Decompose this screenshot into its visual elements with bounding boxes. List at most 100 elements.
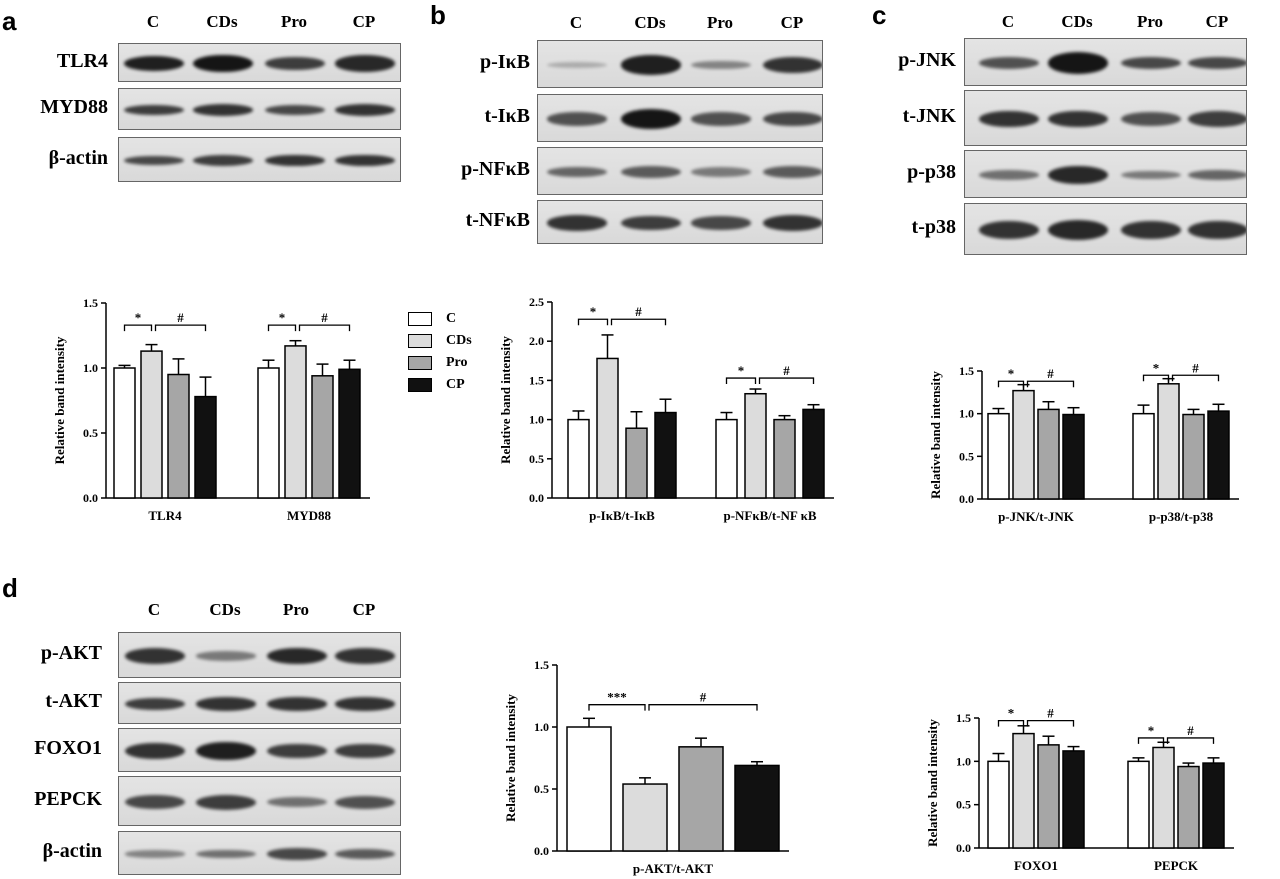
lane-header-c: C: [147, 600, 161, 619]
blot-band: [335, 697, 395, 711]
blot-band: [979, 170, 1039, 180]
blot-band: [1121, 170, 1181, 180]
blot-band: [691, 60, 751, 70]
significance-mark: *: [1148, 723, 1155, 738]
bar: [1037, 744, 1060, 849]
blot-band: [124, 104, 184, 116]
y-tick-label: 0.0: [534, 844, 549, 858]
blot-band: [621, 55, 681, 75]
blot-band: [125, 742, 185, 760]
blot-row-label: β-actin: [48, 146, 108, 169]
blot-row-label: t-JNK: [902, 105, 956, 127]
blot-band: [267, 848, 327, 860]
significance-bracket: [588, 704, 646, 711]
blot-band: [196, 741, 256, 761]
significance-mark: #: [700, 690, 707, 705]
blot-band: [125, 795, 185, 809]
blot-strip: [537, 200, 823, 244]
y-tick-label: 1.0: [529, 413, 544, 427]
category-label: p-AKT/t-AKT: [633, 861, 714, 876]
bar: [257, 367, 280, 499]
blot-band: [335, 154, 395, 167]
y-tick-label: 1.5: [534, 658, 549, 672]
blot-strip: [118, 728, 401, 772]
lane-header-pro: Pro: [280, 12, 308, 31]
bar-chart-c: 0.0 0.5 1.0 1.5 Relative band intensity p-JNK…: [930, 360, 1239, 524]
y-tick-label: 0.5: [534, 782, 549, 796]
y-tick-label: 0.5: [959, 449, 974, 463]
bar: [1182, 413, 1205, 500]
significance-mark: #: [1047, 366, 1054, 381]
significance-bracket: [1026, 380, 1075, 388]
blot-band: [621, 215, 681, 231]
blot-band: [691, 112, 751, 126]
blot-band: [979, 221, 1039, 239]
blot-band: [691, 167, 751, 177]
blot-band: [1188, 221, 1246, 239]
y-tick-label: 0.0: [83, 491, 98, 505]
blot-band: [621, 165, 681, 179]
lane-header-cds: CDs: [209, 600, 241, 619]
blot-band: [1121, 221, 1181, 239]
blot-strip: [118, 43, 401, 82]
lane-header-c: C: [146, 12, 160, 31]
panel-label-c: c: [872, 0, 887, 30]
legend-label-cp: CP: [446, 377, 465, 392]
blot-strip: [964, 203, 1247, 255]
group-legend: C CDs Pro CP: [408, 311, 508, 392]
lane-header-cp: CP: [352, 600, 376, 619]
bar-chart-d-akt: 0.0 0.5 1.0 1.5 Relative band intensity p-AKT…: [503, 658, 789, 876]
significance-bracket: [577, 318, 609, 326]
blot-row-label: PEPCK: [34, 788, 102, 810]
lane-header-cds: CDs: [1061, 12, 1093, 31]
lane-header-pro: Pro: [1136, 12, 1164, 31]
blot-row-label: TLR4: [56, 49, 108, 72]
bar: [167, 373, 190, 499]
blot-band: [1188, 111, 1246, 127]
significance-bracket: [1171, 374, 1220, 382]
significance-mark: #: [635, 304, 642, 319]
blot-band: [621, 108, 681, 130]
significance-bracket: [725, 377, 757, 385]
blot-row-label: p-JNK: [898, 49, 956, 71]
legend-label-cds: CDs: [446, 333, 472, 348]
significance-bracket: [298, 324, 351, 332]
significance-bracket: [648, 704, 758, 711]
blot-band: [979, 57, 1039, 69]
bar: [678, 746, 724, 852]
significance-bracket: [997, 380, 1025, 388]
y-tick-label: 0.5: [529, 452, 544, 466]
y-tick-label: 0.0: [956, 841, 971, 855]
blot-band: [265, 56, 325, 71]
blot-band: [125, 697, 185, 711]
lane-header-cp: CP: [1205, 12, 1229, 31]
significance-bracket: [997, 719, 1025, 727]
blot-band: [1048, 165, 1108, 185]
blot-strip: [964, 90, 1247, 146]
blot-band: [335, 795, 395, 809]
blot-strip: [118, 682, 401, 724]
y-tick-label: 0.0: [959, 492, 974, 506]
legend-label-c: C: [446, 311, 457, 326]
legend-swatch-c: [408, 312, 432, 326]
panel-label-a: a: [2, 6, 17, 36]
significance-bracket: [1166, 737, 1215, 744]
bar: [622, 783, 668, 852]
blot-band: [335, 55, 395, 72]
blot-band: [1048, 220, 1108, 240]
legend-label-pro: Pro: [446, 355, 468, 370]
blot-row-label: β-actin: [42, 840, 102, 862]
blot-row-label: t-NFκB: [465, 209, 530, 231]
bar: [194, 395, 217, 499]
bar: [715, 418, 738, 499]
y-tick-label: 1.5: [529, 373, 544, 387]
blot-strip: [118, 632, 401, 678]
category-label: p-p38/t-p38: [1149, 509, 1214, 524]
significance-mark: *: [1008, 706, 1015, 721]
y-tick-label: 0.5: [83, 426, 98, 440]
significance-mark: #: [321, 310, 328, 325]
blot-band: [267, 743, 327, 759]
significance-mark: #: [783, 363, 790, 378]
panel-label-d: d: [2, 573, 18, 603]
bar: [566, 726, 612, 852]
